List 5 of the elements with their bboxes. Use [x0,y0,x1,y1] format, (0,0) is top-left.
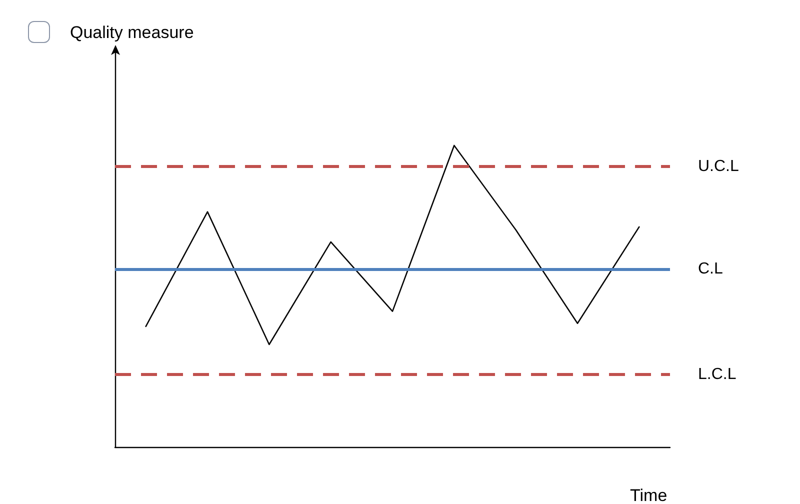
ref-line-label: L.C.L [698,366,736,384]
ref-line-label: C.L [698,260,723,278]
text: Quality measure [70,23,194,42]
ref-line-label: U.C.L [698,158,739,176]
x-axis-title: Time [630,486,668,504]
